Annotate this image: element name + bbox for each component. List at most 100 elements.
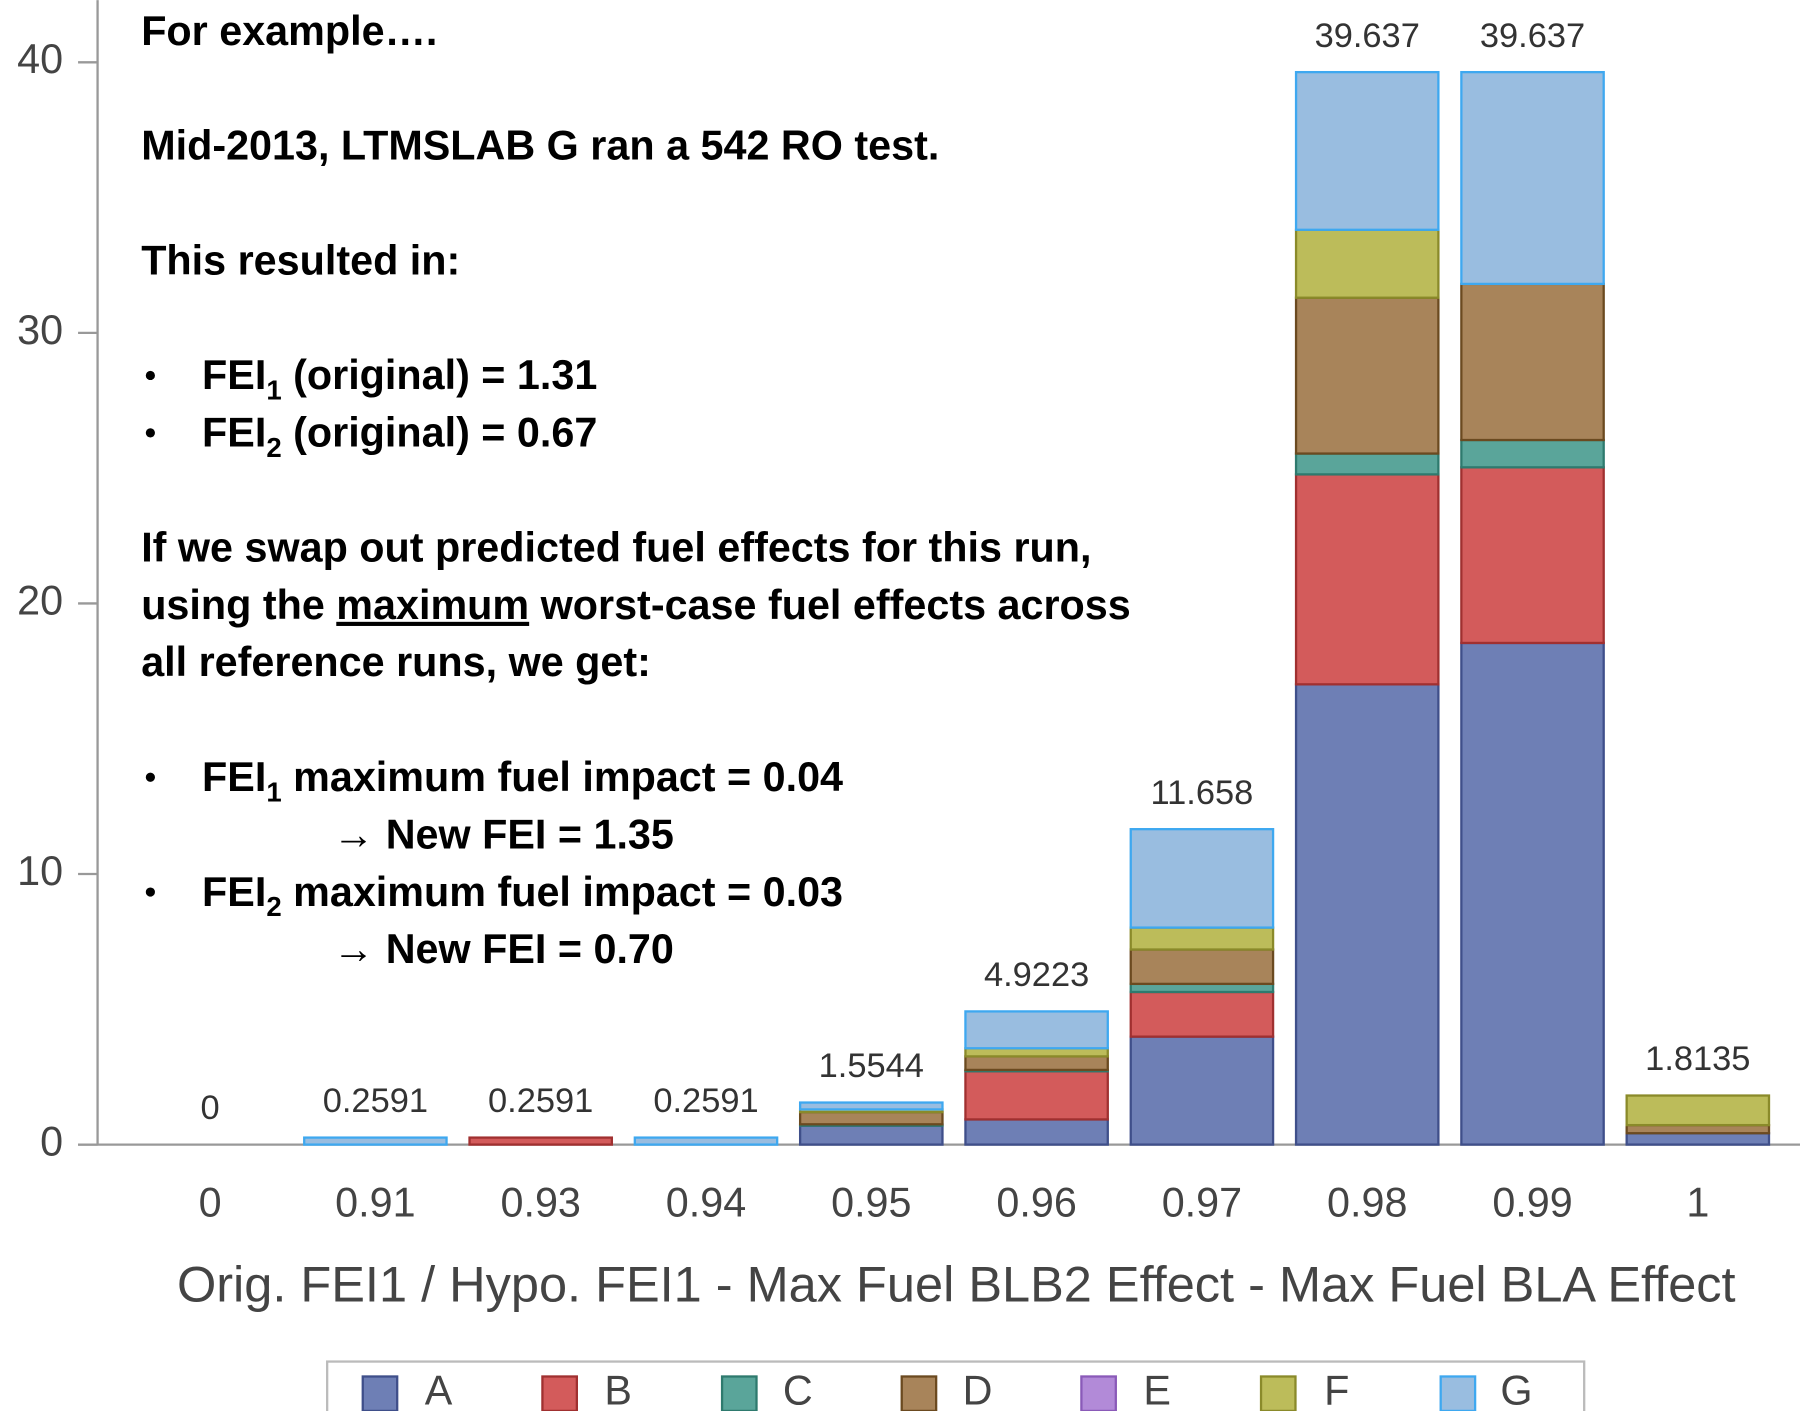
legend-swatch — [720, 1375, 758, 1411]
bar-segment — [798, 1124, 944, 1146]
bar-segment — [1460, 282, 1605, 442]
legend-swatch — [361, 1375, 399, 1411]
legend-label: C — [783, 1368, 813, 1411]
data-label: 1.5544 — [819, 1047, 924, 1085]
bar-segment — [1294, 473, 1440, 686]
bar-segment — [1129, 990, 1275, 1038]
result-text: → New FEI = 0.70 — [333, 926, 674, 972]
bar-segment — [964, 1055, 1109, 1072]
text: FEI — [202, 869, 266, 915]
bullet — [145, 428, 155, 438]
bar-segment — [1129, 926, 1275, 951]
underlined-text: maximum — [336, 582, 529, 628]
bar-segment — [1129, 1035, 1275, 1146]
text-line: If we swap out predicted fuel effects fo… — [141, 524, 1091, 570]
bar-segment — [1129, 982, 1275, 994]
bar-segment — [1294, 683, 1440, 1146]
data-label: 0.2591 — [323, 1082, 428, 1120]
bar-segment — [1460, 70, 1605, 286]
text: FEI — [202, 352, 266, 398]
bar-segment — [1460, 641, 1605, 1146]
text-line: This resulted in: — [141, 237, 460, 283]
x-tick-label: 0.97 — [1162, 1179, 1242, 1225]
data-label: 1.8135 — [1645, 1040, 1750, 1078]
data-label: 39.637 — [1480, 17, 1585, 55]
x-tick-label: 0 — [199, 1179, 222, 1225]
x-tick-label: 0.91 — [335, 1179, 415, 1225]
bullet — [145, 370, 155, 381]
y-tick-label: 40 — [17, 36, 63, 82]
legend-swatch — [541, 1375, 578, 1411]
x-tick-label: 1 — [1686, 1179, 1709, 1225]
bar-segment — [1460, 466, 1605, 645]
overlay-text: For example…. Mid-2013, LTMSLAB G ran a … — [141, 8, 1131, 972]
data-label: 0 — [200, 1089, 219, 1127]
bar-segment — [798, 1110, 944, 1126]
bar-segment — [1294, 296, 1440, 455]
bar-segment — [964, 1047, 1109, 1058]
bullet-text: FEI2 (original) = 0.67 — [202, 410, 597, 463]
bar-segment — [1460, 438, 1605, 469]
bar-segment — [303, 1136, 448, 1146]
legend-swatch — [1080, 1375, 1117, 1411]
bar-segment — [1294, 228, 1440, 299]
bar-segment — [1625, 1094, 1771, 1127]
result-text: → New FEI = 1.35 — [333, 811, 674, 857]
y-tick-label: 10 — [17, 848, 63, 894]
legend-swatch — [900, 1375, 938, 1411]
legend-swatch — [1259, 1375, 1297, 1411]
bullet — [145, 772, 155, 782]
bar-segment — [1294, 70, 1440, 231]
x-tick-label: 0.95 — [831, 1179, 911, 1225]
text: maximum fuel impact = 0.03 — [282, 869, 843, 915]
bullet-text: FEI2 maximum fuel impact = 0.03 — [202, 869, 843, 922]
bar-segment — [1625, 1123, 1771, 1135]
subscript: 1 — [266, 776, 281, 807]
bullet-text: FEI1 maximum fuel impact = 0.04 — [202, 754, 843, 807]
x-tick-label: 0.94 — [666, 1179, 746, 1225]
subscript: 1 — [266, 375, 281, 406]
legend-label: G — [1500, 1368, 1532, 1411]
legend-label: B — [604, 1368, 632, 1411]
bullet — [145, 887, 155, 897]
text: FEI — [202, 410, 266, 456]
y-tick-label: 30 — [17, 307, 63, 353]
x-tick-label: 0.99 — [1492, 1179, 1572, 1225]
text: maximum fuel impact = 0.04 — [282, 754, 843, 800]
bar-segment — [964, 1010, 1109, 1050]
legend-label: F — [1324, 1368, 1349, 1411]
data-label: 11.658 — [1151, 774, 1254, 812]
text: using the — [141, 582, 336, 628]
bar-segment — [1294, 452, 1440, 476]
heading: For example…. — [141, 8, 437, 54]
subscript: 2 — [266, 891, 281, 922]
y-tick-label: 20 — [17, 577, 63, 623]
bar-segment — [964, 1118, 1109, 1146]
data-label: 4.9223 — [984, 956, 1089, 994]
legend-label: E — [1143, 1368, 1171, 1411]
data-label: 0.2591 — [488, 1082, 593, 1120]
legend-swatch — [1439, 1375, 1477, 1411]
text: (original) = 0.67 — [282, 410, 598, 456]
bar-segment — [964, 1070, 1109, 1121]
text: worst-case fuel effects across — [529, 582, 1131, 628]
x-tick-label: 0.98 — [1327, 1179, 1407, 1225]
bar-segment — [633, 1136, 779, 1146]
data-label: 0.2591 — [653, 1082, 758, 1120]
data-label: 39.637 — [1315, 17, 1420, 55]
text-line: all reference runs, we get: — [141, 639, 651, 685]
bar-segment — [798, 1101, 944, 1111]
bar-segment — [1129, 828, 1275, 929]
legend-box — [326, 1360, 1586, 1411]
subscript: 2 — [266, 432, 281, 463]
legend-label: A — [425, 1368, 453, 1411]
text: (original) = 1.31 — [282, 352, 598, 398]
x-tick-label: 0.93 — [500, 1179, 580, 1225]
text-line: Mid-2013, LTMSLAB G ran a 542 RO test. — [141, 123, 939, 169]
bar-segment — [1625, 1132, 1771, 1146]
bar-segment — [468, 1136, 614, 1146]
x-tick-label: 0.96 — [996, 1179, 1076, 1225]
x-axis-label: Orig. FEI1 / Hypo. FEI1 - Max Fuel BLB2 … — [177, 1255, 1736, 1312]
